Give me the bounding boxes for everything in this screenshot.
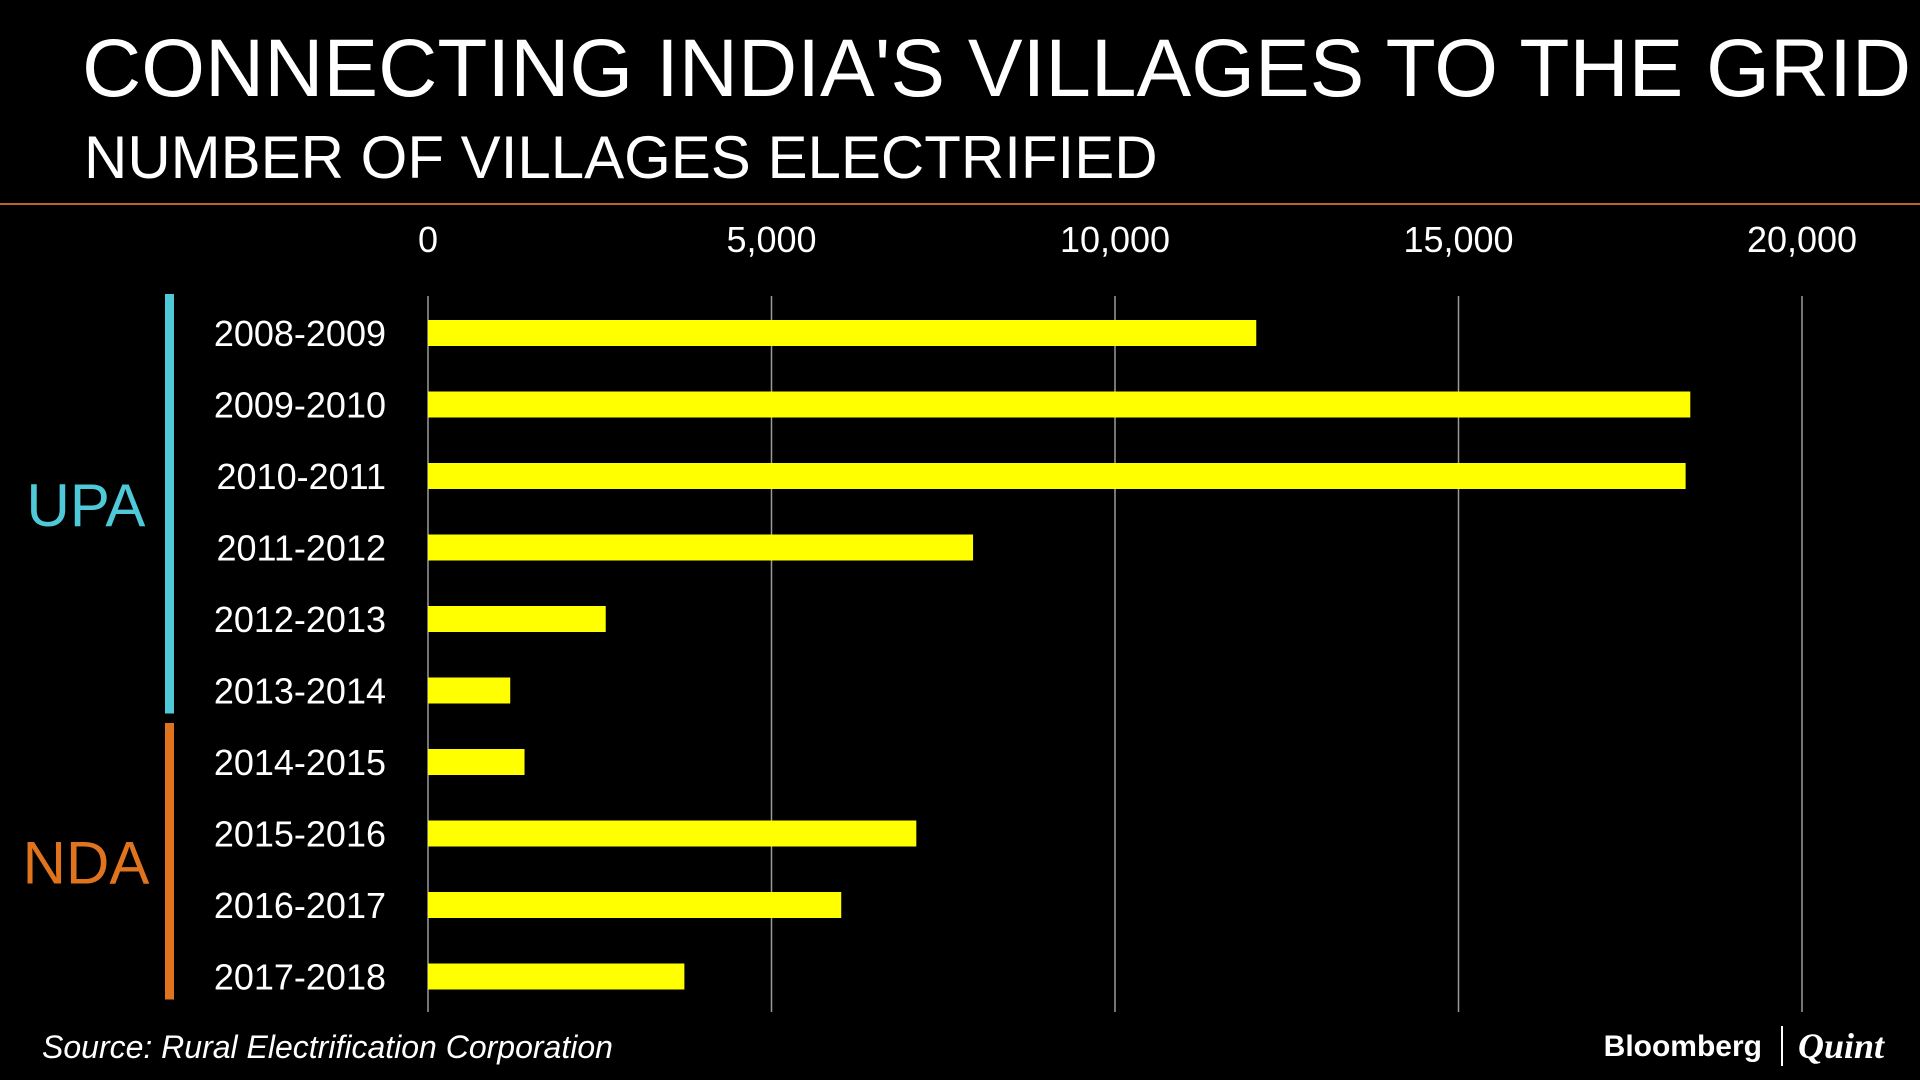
group-label-nda: NDA [23,829,150,896]
category-label-2014-2015: 2014-2015 [214,742,386,783]
x-tick-label-1: 5,000 [726,219,816,260]
bar-2017-2018 [428,963,685,990]
bar-2015-2016 [428,820,917,847]
bars [428,320,1691,990]
category-label-2012-2013: 2012-2013 [214,599,386,640]
brand-bloomberg: Bloomberg [1604,1030,1762,1063]
category-label-2015-2016: 2015-2016 [214,814,386,855]
bar-2013-2014 [428,677,511,704]
group-bracket-nda [165,723,174,1000]
x-axis-ticks: 0 5,000 10,000 15,000 20,000 [418,219,1857,260]
source-note: Source: Rural Electrification Corporatio… [42,1029,613,1065]
brand-logo: Bloomberg Quint [1604,1026,1885,1066]
chart-subtitle: NUMBER OF VILLAGES ELECTRIFIED [84,124,1158,191]
category-label-2011-2012: 2011-2012 [217,528,387,569]
category-label-2008-2009: 2008-2009 [214,313,386,354]
x-tick-label-2: 10,000 [1060,219,1170,260]
bar-2014-2015 [428,749,525,775]
brand-quint: Quint [1798,1026,1885,1066]
category-label-2009-2010: 2009-2010 [214,385,386,426]
bar-2012-2013 [428,606,606,632]
x-tick-label-4: 20,000 [1747,219,1857,260]
category-label-2016-2017: 2016-2017 [214,885,386,926]
x-tick-label-3: 15,000 [1403,219,1513,260]
group-bracket-upa [165,294,174,714]
group-brackets: UPA NDA [23,294,174,1000]
category-label-2017-2018: 2017-2018 [214,957,386,998]
bar-2011-2012 [428,534,974,561]
group-label-upa: UPA [27,472,146,539]
category-labels: 2008-2009 2009-2010 2010-2011 2011-2012 2012… [214,313,386,998]
bar-2016-2017 [428,892,842,918]
category-label-2010-2011: 2010-2011 [217,456,387,497]
x-tick-label-0: 0 [418,219,438,260]
chart-title: CONNECTING INDIA'S VILLAGES TO THE GRID [82,23,1911,114]
category-label-2013-2014: 2013-2014 [214,671,386,712]
bar-2008-2009 [428,320,1257,346]
bar-2010-2011 [428,463,1686,489]
bar-2009-2010 [428,391,1691,418]
